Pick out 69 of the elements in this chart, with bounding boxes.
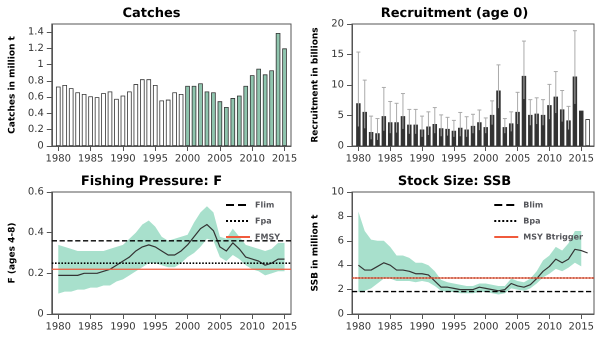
x-tick-label: 2010 (536, 322, 562, 332)
y-tick-label: 1.2 (28, 42, 44, 54)
y-axis-title: Recruitment in billions (310, 27, 320, 143)
x-tick-label: 2005 (207, 154, 233, 164)
y-tick-label: 1 (37, 59, 44, 70)
y-tick-label: 6 (338, 235, 344, 246)
y-tick-label: 2 (338, 284, 344, 296)
x-tick-label: 2010 (239, 322, 265, 332)
chart-title: Fishing Pressure: F (80, 174, 222, 189)
y-tick-label: 0.2 (28, 124, 44, 136)
x-tick-label: 1980 (46, 322, 71, 332)
x-tick-label: 2005 (504, 154, 530, 164)
y-tick-label: 0.6 (28, 186, 44, 198)
x-tick-label: 1990 (110, 322, 136, 332)
x-tick-label: 1990 (110, 154, 136, 164)
x-tick-label: 2010 (239, 154, 265, 164)
x-tick-label: 1990 (409, 154, 435, 164)
y-tick-label: 5 (338, 110, 344, 121)
x-tick-label: 1995 (441, 154, 467, 164)
legend-label: Fpa (255, 216, 272, 226)
x-tick-label: 2000 (473, 322, 498, 332)
chart-title: Recruitment (age 0) (380, 6, 528, 21)
x-tick-label: 1980 (46, 154, 71, 164)
y-tick-label: 0.4 (28, 108, 44, 119)
legend-label: Blim (523, 200, 544, 210)
y-tick-label: 0.8 (28, 75, 44, 86)
x-tick-label: 1995 (142, 154, 168, 164)
x-tick-label: 1995 (441, 322, 467, 332)
x-tick-label: 1985 (78, 322, 104, 332)
x-tick-label: 1995 (142, 322, 168, 332)
legend-label: MSY Btrigger (523, 232, 584, 242)
x-tick-label: 2015 (272, 322, 298, 332)
y-axis-title: SSB in million t (310, 214, 320, 292)
x-tick-label: 2015 (568, 154, 594, 164)
x-tick-label: 1985 (78, 154, 104, 164)
y-tick-label: 0 (338, 140, 344, 152)
x-tick-label: 2000 (174, 322, 200, 332)
x-tick-label: 1980 (346, 154, 372, 164)
y-tick-label: 0 (37, 140, 44, 152)
chart-title: Stock Size: SSB (398, 174, 512, 189)
x-tick-label: 2000 (174, 154, 200, 164)
y-tick-label: 10 (331, 186, 344, 198)
y-tick-label: 1.4 (28, 26, 44, 38)
y-tick-label: 15 (331, 49, 344, 60)
chart-title: Catches (122, 6, 181, 21)
x-tick-label: 1985 (377, 154, 403, 164)
y-tick-label: 0 (37, 308, 44, 320)
x-tick-label: 2015 (568, 322, 594, 332)
x-tick-label: 2010 (536, 154, 562, 164)
y-tick-label: 0.4 (28, 227, 44, 238)
y-axis-title: F (ages 4-8) (8, 222, 18, 284)
legend-label: FMSY (255, 232, 280, 242)
y-tick-label: 10 (331, 80, 344, 90)
x-tick-label: 2000 (473, 154, 498, 164)
x-tick-label: 1985 (377, 322, 403, 332)
y-tick-label: 0.6 (28, 92, 44, 103)
y-tick-label: 4 (338, 260, 344, 271)
x-tick-label: 2005 (207, 322, 233, 332)
x-tick-label: 2005 (504, 322, 530, 332)
legend-label: Flim (255, 200, 274, 210)
x-tick-label: 1980 (346, 322, 372, 332)
y-tick-label: 0.2 (28, 268, 44, 279)
y-tick-label: 20 (331, 18, 344, 30)
x-tick-label: 1990 (409, 322, 435, 332)
y-tick-label: 8 (338, 210, 344, 222)
x-tick-label: 2015 (272, 154, 298, 164)
legend-label: Bpa (523, 216, 540, 226)
y-tick-label: 0 (338, 308, 344, 320)
y-axis-title: Catches in million t (8, 35, 18, 134)
